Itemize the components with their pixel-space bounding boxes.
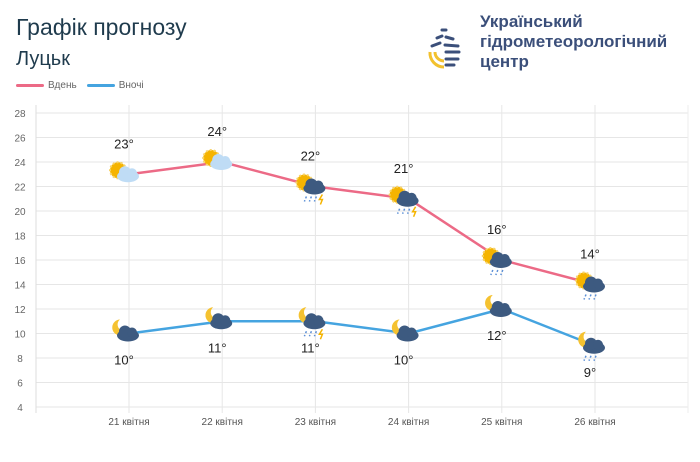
org-line-2: гідрометеорологічний (480, 32, 668, 51)
org-line-1: Український (480, 12, 583, 31)
data-label: 10° (114, 353, 134, 368)
data-label: 23° (114, 136, 134, 151)
data-label: 14° (580, 247, 600, 262)
org-line-3: центр (480, 52, 529, 71)
legend-night-label: Вночі (118, 80, 144, 91)
ugmc-logo (428, 28, 461, 69)
data-label: 11° (301, 340, 320, 355)
x-tick-label: 23 квітня (295, 417, 336, 428)
legend-night-swatch (86, 84, 115, 87)
y-tick-label: 22 (14, 183, 26, 194)
city-name: Луцьк (16, 48, 70, 70)
y-tick-label: 4 (17, 403, 23, 414)
series-line-day (128, 160, 596, 286)
legend: Вдень Вночі (16, 80, 144, 91)
data-label: 21° (394, 161, 414, 176)
y-tick-label: 24 (14, 158, 26, 169)
legend-day-label: Вдень (48, 80, 77, 91)
data-label: 10° (394, 353, 414, 368)
y-tick-label: 10 (14, 330, 26, 341)
moon-cloud-icon (112, 319, 139, 342)
legend-day-swatch (16, 84, 44, 87)
series-line-night (128, 307, 596, 347)
sun-cloud-icon (109, 161, 139, 183)
x-tick-label: 21 квітня (108, 417, 149, 428)
moon-cloud-icon (205, 307, 233, 330)
data-label: 16° (487, 222, 507, 237)
sun-storm-rain-icon (388, 185, 419, 218)
y-tick-label: 26 (14, 134, 26, 145)
y-tick-label: 18 (14, 232, 26, 243)
data-label: 22° (301, 149, 321, 164)
data-label: 24° (207, 124, 227, 139)
y-tick-label: 14 (14, 281, 26, 292)
org-name: Український гідрометеорологічний центр (480, 12, 667, 72)
data-label: 11° (208, 340, 227, 355)
y-tick-label: 28 (14, 109, 26, 120)
y-tick-label: 8 (17, 354, 23, 365)
page-title: Графік прогнозу (16, 14, 187, 40)
moon-rain-icon (578, 331, 605, 362)
moon-cloud-icon (391, 319, 419, 342)
sun-cloud-icon (202, 149, 233, 170)
sun-rain-icon (575, 271, 605, 300)
moon-storm-rain-icon (298, 307, 326, 340)
x-tick-label: 24 квітня (388, 417, 429, 428)
data-label: 12° (487, 328, 507, 343)
x-tick-label: 26 квітня (574, 417, 615, 428)
data-label: 9° (584, 365, 596, 380)
sun-storm-rain-icon (295, 173, 326, 205)
moon-cloud-icon (485, 295, 512, 317)
y-tick-label: 16 (14, 256, 26, 267)
x-tick-label: 22 квітня (202, 417, 243, 428)
x-tick-label: 25 квітня (481, 417, 522, 428)
y-tick-label: 20 (14, 207, 26, 218)
y-tick-label: 6 (17, 379, 23, 390)
sun-rain-icon (481, 247, 512, 276)
y-tick-label: 12 (14, 305, 26, 316)
